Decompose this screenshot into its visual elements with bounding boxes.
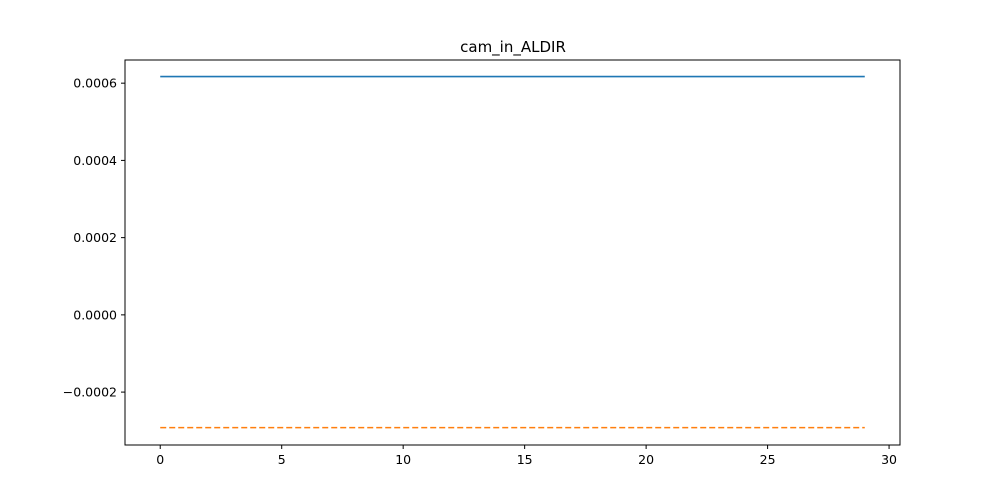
- x-axis: 0 5 10 15 20 25 30: [156, 445, 897, 467]
- y-tick-label: −0.0002: [63, 385, 117, 400]
- y-tick-label: 0.0004: [73, 153, 117, 168]
- x-tick-label: 15: [517, 452, 533, 467]
- x-tick-label: 30: [881, 452, 897, 467]
- plot-frame: [124, 59, 901, 446]
- y-tick-label: 0.0002: [73, 230, 117, 245]
- y-tick-label: 0.0000: [73, 307, 117, 322]
- y-axis: −0.0002 0.0000 0.0002 0.0004 0.0006: [63, 76, 125, 400]
- chart-title: cam_in_ALDIR: [460, 38, 566, 57]
- x-tick-label: 5: [278, 452, 286, 467]
- y-tick-label: 0.0006: [73, 76, 117, 91]
- x-tick-label: 20: [638, 452, 654, 467]
- x-tick-label: 25: [760, 452, 776, 467]
- series-layer: [160, 75, 865, 429]
- x-tick-label: 0: [156, 452, 164, 467]
- x-tick-label: 10: [395, 452, 411, 467]
